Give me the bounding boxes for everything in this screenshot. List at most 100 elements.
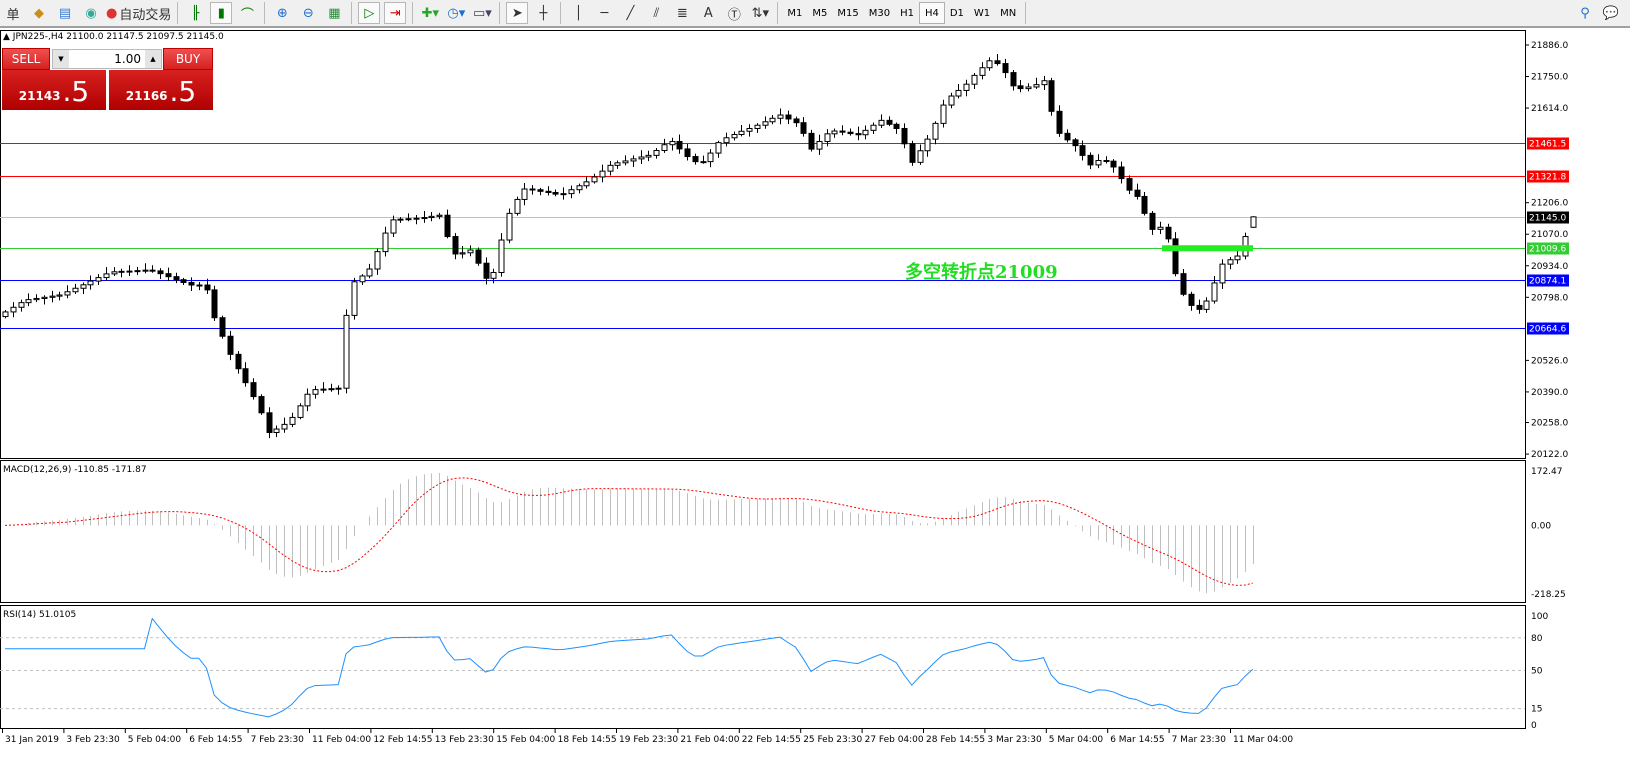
rsi-axis-label: 0	[1531, 721, 1537, 731]
bull-candle	[971, 74, 978, 85]
time-axis-label: 11 Feb 04:00	[312, 735, 371, 745]
auto-trading-button[interactable]: ● 自动交易	[106, 2, 171, 24]
sell-price[interactable]: 21143.5	[2, 70, 106, 110]
time-axis-label: 5 Feb 04:00	[128, 735, 182, 745]
text-icon[interactable]: A	[703, 5, 713, 21]
bull-candle	[591, 176, 598, 183]
level-price-label: 21009.6	[1529, 245, 1566, 255]
toolbar-separator	[1025, 2, 1027, 24]
timeframe-m1[interactable]: M1	[787, 7, 803, 19]
timeframe-h1[interactable]: H1	[900, 7, 914, 19]
horizontal-line-icon[interactable]: ─	[600, 5, 609, 21]
bull-candle	[103, 273, 110, 279]
price-axis-label: 21750.0	[1531, 73, 1568, 83]
chart-canvas[interactable]: 21886.0 21750.0 21614.0 21206.0 21070.0 20934…	[0, 30, 1630, 777]
chart-shift-icon[interactable]: ⇥	[384, 2, 407, 24]
bull-candle	[762, 121, 769, 126]
periods-icon[interactable]: ◷▾	[447, 5, 466, 21]
toolbar-separator	[499, 2, 501, 24]
bar-chart-icon[interactable]: ╟	[191, 5, 200, 21]
signal-icon[interactable]: ◉	[85, 5, 97, 21]
macd-panel-frame	[0, 460, 1526, 603]
one-click-trading-panel: SELL ▼ 1.00 ▲ BUY 21143.5 21166.5	[2, 48, 213, 110]
vertical-line-icon[interactable]: │	[574, 5, 583, 21]
bull-candle	[1033, 84, 1040, 88]
timeframe-h4[interactable]: H4	[918, 2, 945, 24]
bear-candle	[1118, 166, 1125, 180]
fibonacci-icon[interactable]: ≣	[676, 5, 688, 21]
bull-candle	[335, 387, 342, 390]
bull-candle	[955, 89, 962, 97]
bull-candle	[80, 284, 87, 289]
bear-candle	[235, 353, 242, 370]
gold-bars-icon[interactable]: ◆	[34, 5, 44, 21]
bull-candle	[436, 214, 443, 217]
candlestick-icon[interactable]: ▮	[210, 2, 233, 24]
templates-icon[interactable]: ▭▾	[472, 5, 492, 21]
timeframe-mn[interactable]: MN	[1000, 7, 1017, 19]
time-axis-label: 22 Feb 14:55	[742, 735, 801, 745]
zoom-in-icon[interactable]: ⊕	[276, 5, 288, 21]
bull-candle	[1041, 80, 1048, 86]
level-price-label: 21461.5	[1529, 140, 1566, 150]
text-label-icon[interactable]: Ⓣ	[727, 7, 741, 23]
line-chart-icon[interactable]: ⌒	[240, 7, 254, 23]
bull-candle	[514, 198, 521, 214]
lot-size-input[interactable]: 1.00	[114, 52, 141, 66]
bull-candle	[382, 232, 389, 253]
buy-button[interactable]: BUY	[163, 48, 213, 70]
trendline-icon[interactable]: ╱	[626, 5, 635, 21]
price-axis-label: 20934.0	[1531, 262, 1568, 272]
sell-button[interactable]: SELL	[2, 48, 50, 70]
buy-price[interactable]: 21166.5	[109, 70, 213, 110]
timeframe-d1[interactable]: D1	[949, 7, 964, 19]
lot-decrease-icon[interactable]: ▼	[53, 50, 69, 68]
bull-candle	[723, 137, 730, 144]
equidistant-channel-icon[interactable]: ⫽	[653, 5, 660, 21]
level-price-badge	[1527, 137, 1569, 150]
toolbar-separator	[777, 2, 779, 24]
search-icon[interactable]: ⚲	[1580, 5, 1590, 21]
tile-windows-icon[interactable]: ▦	[328, 5, 341, 21]
indicators-icon[interactable]: ✚▾	[421, 5, 440, 21]
bull-candle	[2, 311, 9, 318]
bull-candle	[351, 281, 358, 316]
bull-candle	[731, 134, 738, 139]
bull-candle	[87, 280, 94, 286]
autoscroll-icon[interactable]: ▷	[358, 2, 381, 24]
timeframe-m15[interactable]: M15	[837, 7, 859, 19]
bear-candle	[552, 191, 559, 195]
market-watch-icon[interactable]: ▤	[58, 5, 72, 21]
bear-candle	[250, 382, 257, 398]
new-order-button[interactable]: 单	[6, 7, 20, 23]
auto-trading-icon: ●	[106, 5, 118, 21]
timeframe-m5[interactable]: M5	[812, 7, 828, 19]
auto-trading-label: 自动交易	[119, 7, 172, 23]
arrows-icon[interactable]: ⇅▾	[751, 5, 770, 21]
bull-candle	[490, 271, 497, 279]
timeframe-w1[interactable]: W1	[973, 7, 991, 19]
bull-candle	[498, 239, 505, 273]
timeframe-m30[interactable]: M30	[868, 7, 891, 19]
zoom-out-icon[interactable]: ⊖	[302, 5, 314, 21]
lot-increase-icon[interactable]: ▲	[145, 50, 161, 68]
bear-candle	[808, 132, 815, 150]
bear-candle	[901, 127, 908, 145]
bull-candle	[614, 162, 621, 166]
lot-size-stepper[interactable]: ▼ 1.00 ▲	[52, 49, 162, 69]
chat-icon[interactable]: 💬	[1602, 5, 1620, 21]
bull-candle	[777, 114, 784, 119]
bear-candle	[1134, 189, 1141, 197]
bull-candle	[405, 218, 412, 221]
bear-candle	[1079, 145, 1086, 156]
price-axis-label: 20390.0	[1531, 388, 1568, 398]
bull-candle	[421, 217, 428, 220]
bear-candle	[1087, 154, 1094, 166]
bull-candle	[645, 154, 652, 158]
macd-axis-label: 172.47	[1531, 467, 1563, 477]
cursor-icon[interactable]: ➤	[506, 2, 529, 24]
bear-candle	[475, 249, 482, 264]
macd-axis-label: -218.25	[1531, 590, 1566, 600]
bull-candle	[1157, 226, 1164, 230]
crosshair-icon[interactable]: ┼	[539, 5, 548, 21]
